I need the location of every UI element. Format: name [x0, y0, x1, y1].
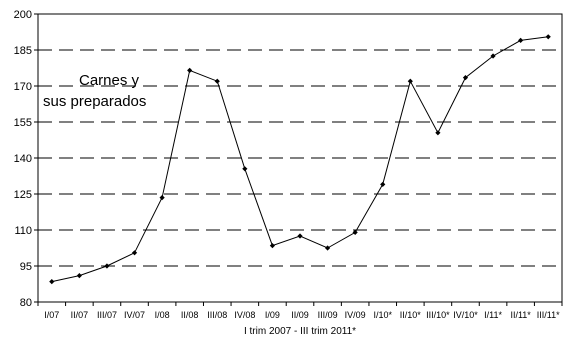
- y-tick-label: 185: [14, 45, 32, 57]
- data-point: [297, 233, 303, 239]
- x-tick-label: I/08: [155, 310, 170, 320]
- grid-lines: [38, 49, 562, 267]
- x-tick-label: IV/07: [124, 310, 145, 320]
- x-tick-label: III/07: [97, 310, 117, 320]
- x-tick-label: II/08: [181, 310, 199, 320]
- x-tick-label: IV/10*: [453, 310, 478, 320]
- y-tick-label: 200: [14, 9, 32, 21]
- x-tick-label: I/11*: [484, 310, 502, 320]
- x-tick-label: II/10*: [400, 310, 422, 320]
- data-point: [242, 166, 248, 172]
- y-tick-label: 125: [14, 189, 32, 201]
- data-point: [104, 263, 110, 269]
- x-tick-label: I/10*: [373, 310, 392, 320]
- x-tick-label: IV/08: [234, 310, 255, 320]
- x-tick-label: III/11*: [537, 310, 560, 320]
- y-axis: 80 95 110 125 140 155 170 185 200: [14, 9, 38, 309]
- x-tick-label: III/08: [207, 310, 227, 320]
- x-tick-label: I/07: [44, 310, 59, 320]
- data-point: [214, 78, 220, 84]
- data-point: [518, 37, 524, 43]
- x-tick-label: III/10*: [426, 310, 450, 320]
- data-point: [462, 75, 469, 81]
- x-tick-label: III/09: [318, 310, 338, 320]
- x-tick-label: II/11*: [510, 310, 531, 320]
- data-point: [76, 273, 82, 279]
- data-point: [159, 195, 165, 201]
- y-tick-label: 140: [14, 153, 32, 165]
- data-point: [352, 229, 358, 235]
- data-point: [407, 78, 413, 84]
- annotation-line-1: Carnes y: [79, 72, 140, 89]
- data-point: [269, 243, 276, 249]
- y-tick-label: 80: [20, 297, 32, 309]
- data-point: [490, 53, 496, 59]
- y-tick-label: 170: [14, 81, 32, 93]
- x-tick-label: I/09: [265, 310, 280, 320]
- data-point: [435, 130, 441, 136]
- x-axis-title: I trim 2007 - III trim 2011*: [244, 326, 356, 337]
- data-point: [131, 250, 138, 256]
- data-point: [49, 279, 55, 285]
- data-point: [380, 181, 386, 187]
- data-point: [545, 34, 551, 40]
- y-tick-label: 155: [14, 117, 32, 129]
- data-point: [324, 245, 331, 251]
- annotation-line-2: sus preparados: [43, 93, 146, 110]
- data-point: [187, 67, 193, 73]
- x-tick-label: II/09: [291, 310, 309, 320]
- x-tick-label: IV/09: [345, 310, 366, 320]
- y-tick-label: 95: [20, 261, 32, 273]
- y-tick-label: 110: [14, 225, 32, 237]
- x-axis: I/07 II/07 III/07 IV/07 I/08 II/08 III/08 IV/08…: [37, 302, 563, 320]
- series-group: [49, 34, 551, 285]
- x-tick-label: II/07: [71, 310, 89, 320]
